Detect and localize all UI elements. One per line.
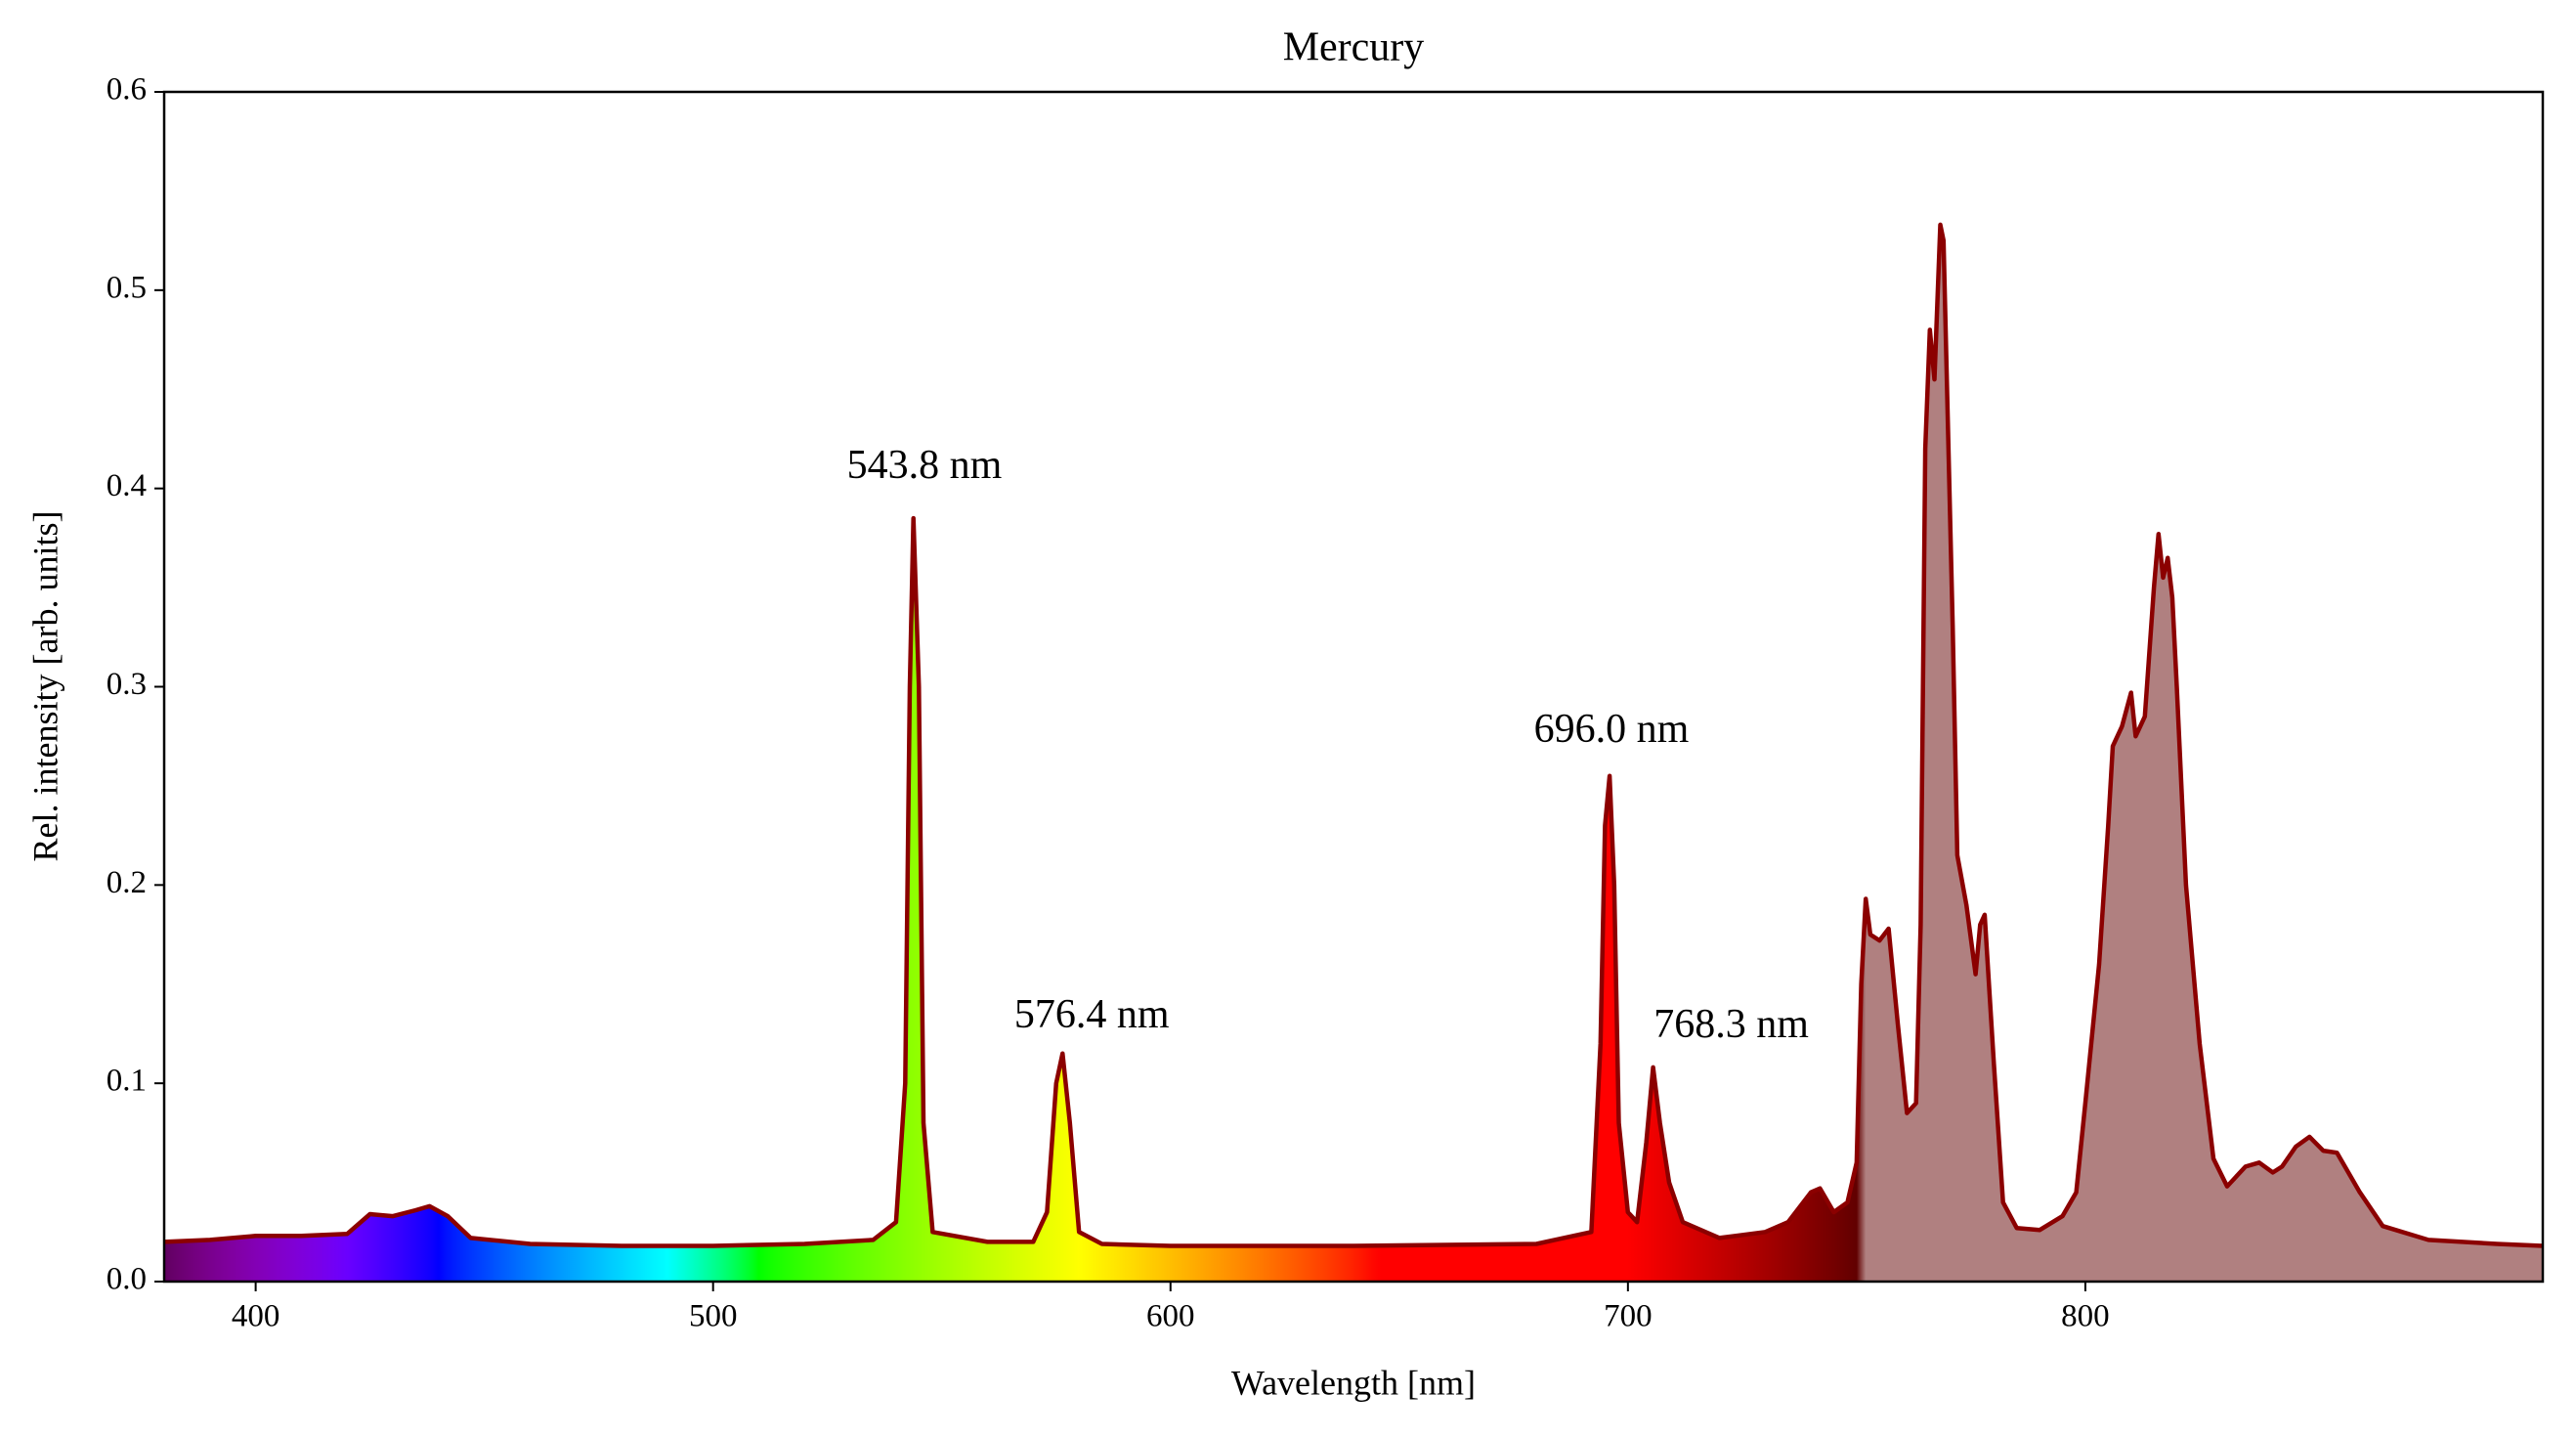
y-tick-label: 0.6 [107,72,147,108]
peak-annotation: 543.8 nm [847,443,1003,488]
y-tick-label: 0.0 [107,1262,147,1297]
area-fill [164,224,2543,1282]
y-tick-label: 0.4 [107,468,147,503]
y-tick-label: 0.5 [107,270,147,305]
peak-annotation: 696.0 nm [1534,707,1690,752]
x-tick-label: 700 [1604,1299,1653,1334]
x-tick-label: 500 [689,1299,738,1334]
chart-title: Mercury [1283,25,1425,70]
peak-annotation: 768.3 nm [1653,1002,1809,1047]
x-tick-label: 400 [232,1299,280,1334]
x-tick-label: 600 [1146,1299,1195,1334]
spectrum-line [163,222,2544,1248]
y-tick-label: 0.2 [107,865,147,900]
x-tick-label: 800 [2061,1299,2110,1334]
peak-annotation: 576.4 nm [1014,992,1170,1037]
y-tick-label: 0.1 [107,1064,147,1099]
y-tick-label: 0.3 [107,667,147,702]
x-axis-label: Wavelength [nm] [1231,1363,1476,1402]
y-axis-label: Rel. intensity [arb. units] [25,511,64,862]
